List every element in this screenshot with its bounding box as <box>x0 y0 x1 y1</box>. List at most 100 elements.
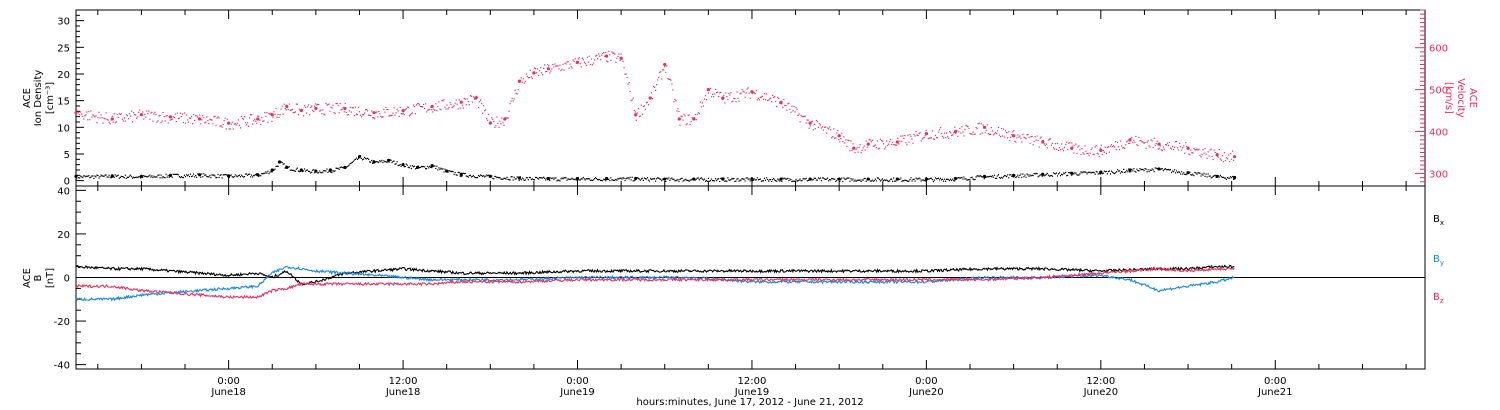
density-sample <box>735 180 737 182</box>
velocity-sample <box>962 131 964 133</box>
density-sample <box>648 180 651 182</box>
density-sample <box>146 176 148 178</box>
density-sample <box>969 179 971 181</box>
velocity-point <box>256 117 260 121</box>
velocity-sample <box>219 125 221 127</box>
density-sample <box>469 174 471 176</box>
density-sample <box>978 175 980 177</box>
velocity-sample <box>698 113 700 115</box>
velocity-sample <box>1134 141 1136 143</box>
density-sample <box>475 177 478 179</box>
density-sample <box>237 175 239 177</box>
velocity-sample <box>730 92 732 94</box>
velocity-sample <box>1035 139 1037 141</box>
velocity-sample <box>1128 142 1130 145</box>
velocity-sample <box>654 89 657 92</box>
density-sample <box>477 175 480 177</box>
velocity-sample <box>974 133 976 135</box>
density-sample <box>1152 169 1154 171</box>
velocity-sample <box>724 102 726 104</box>
density-sample <box>849 180 851 182</box>
velocity-sample <box>289 109 291 112</box>
velocity-sample <box>125 114 128 116</box>
velocity-sample <box>527 77 529 79</box>
velocity-sample <box>214 115 216 117</box>
density-sample <box>233 176 235 178</box>
density-sample <box>1137 170 1139 172</box>
velocity-sample <box>650 92 653 94</box>
density-sample <box>218 176 220 179</box>
density-sample <box>102 175 104 177</box>
density-sample <box>602 180 604 182</box>
velocity-sample <box>831 137 833 139</box>
density-sample <box>772 178 774 181</box>
density-sample <box>535 176 538 179</box>
density-sample <box>519 176 521 178</box>
velocity-sample <box>656 84 658 86</box>
velocity-sample <box>1067 148 1069 151</box>
density-tick-label: 30 <box>57 17 70 28</box>
velocity-sample <box>624 73 626 75</box>
velocity-sample <box>79 114 81 116</box>
velocity-sample <box>821 126 824 128</box>
velocity-sample <box>428 109 430 111</box>
density-sample <box>634 179 636 181</box>
velocity-sample <box>796 108 798 110</box>
density-sample <box>976 175 978 177</box>
velocity-sample <box>516 93 518 95</box>
density-sample <box>986 176 988 178</box>
density-sample <box>185 174 188 176</box>
density-sample <box>98 177 100 179</box>
density-sample <box>444 168 446 170</box>
density-sample <box>1071 174 1073 176</box>
density-sample <box>418 167 421 169</box>
velocity-sample <box>811 120 813 122</box>
density-sample <box>199 173 201 175</box>
velocity-sample <box>311 105 313 107</box>
velocity-sample <box>391 114 393 117</box>
velocity-sample <box>581 57 583 59</box>
density-sample <box>286 166 288 169</box>
density-sample <box>892 180 894 183</box>
velocity-sample <box>697 112 699 114</box>
velocity-sample <box>963 135 965 137</box>
density-sample <box>984 176 986 179</box>
velocity-sample <box>363 112 366 114</box>
velocity-sample <box>1041 140 1043 142</box>
density-sample <box>841 177 843 179</box>
velocity-sample <box>999 136 1002 138</box>
density-sample <box>95 176 97 178</box>
velocity-sample <box>1047 139 1049 141</box>
velocity-sample <box>156 121 158 123</box>
density-sample <box>968 179 970 181</box>
density-sample <box>184 176 187 178</box>
velocity-sample <box>1167 144 1170 147</box>
velocity-sample <box>1158 147 1160 149</box>
velocity-sample <box>414 113 417 115</box>
density-tick-label: 10 <box>57 123 70 134</box>
density-sample <box>844 178 846 180</box>
density-sample <box>491 175 493 177</box>
density-sample <box>152 176 154 179</box>
density-sample <box>117 174 119 176</box>
density-sample <box>1148 171 1150 173</box>
velocity-point <box>270 113 274 117</box>
density-sample <box>192 175 194 177</box>
velocity-sample <box>1139 140 1141 142</box>
density-sample <box>509 179 511 181</box>
density-sample <box>875 180 878 182</box>
density-tick-label: 20 <box>57 70 70 81</box>
density-sample <box>308 170 310 173</box>
density-sample <box>856 179 858 182</box>
density-sample <box>492 177 494 179</box>
density-sample <box>812 178 814 181</box>
density-sample <box>270 170 272 172</box>
velocity-sample <box>1100 144 1102 146</box>
density-sample <box>917 178 919 180</box>
velocity-sample <box>905 142 907 144</box>
density-sample <box>586 178 589 180</box>
density-sample <box>257 174 259 177</box>
density-sample <box>267 170 269 172</box>
density-sample <box>179 176 181 179</box>
density-sample <box>794 180 796 182</box>
